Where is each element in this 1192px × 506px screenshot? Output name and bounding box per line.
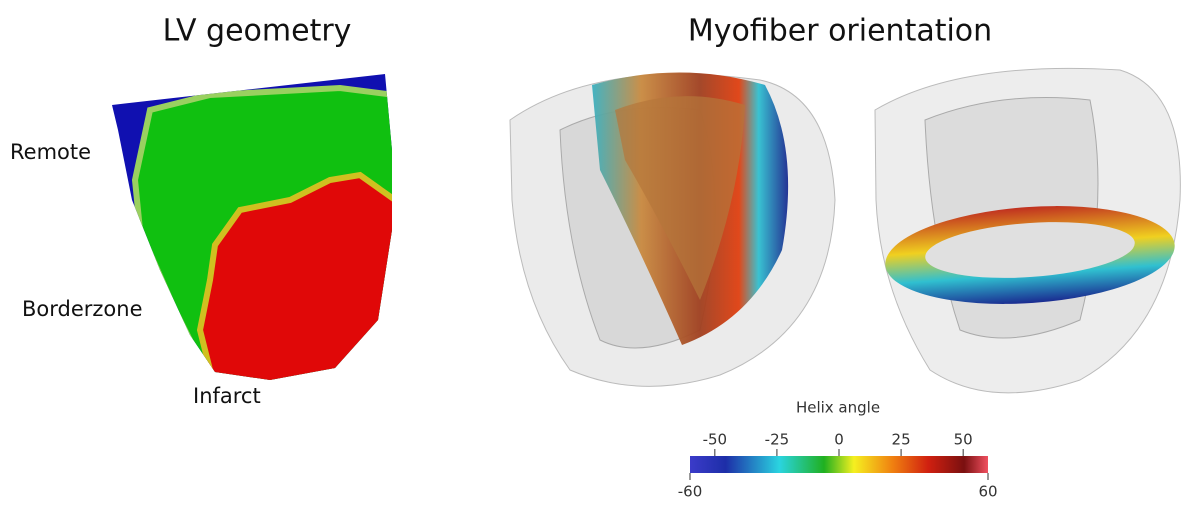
myofiber-heart <box>510 73 835 387</box>
lv-geometry <box>100 60 400 390</box>
region-label: Infarct <box>193 384 261 408</box>
colorbar-title: Helix angle <box>796 399 880 417</box>
tick-label: -50 <box>703 431 728 449</box>
colorbar <box>690 456 988 473</box>
tick-label: -25 <box>765 431 790 449</box>
region-label: Remote <box>10 140 91 164</box>
myofiber-heart <box>875 68 1180 393</box>
region-label: Borderzone <box>22 297 143 321</box>
panel-title: LV geometry <box>163 14 352 49</box>
panel-title: Myofiber orientation <box>688 14 992 49</box>
page: LV geometry Myofiber orientation Remote … <box>0 0 1192 506</box>
range-label: 60 <box>978 483 997 501</box>
range-label: -60 <box>678 483 703 501</box>
figure: LV geometry Myofiber orientation Remote … <box>0 0 1192 506</box>
tick-label: 0 <box>834 431 844 449</box>
tick-label: 50 <box>954 431 973 449</box>
tick-label: 25 <box>892 431 911 449</box>
